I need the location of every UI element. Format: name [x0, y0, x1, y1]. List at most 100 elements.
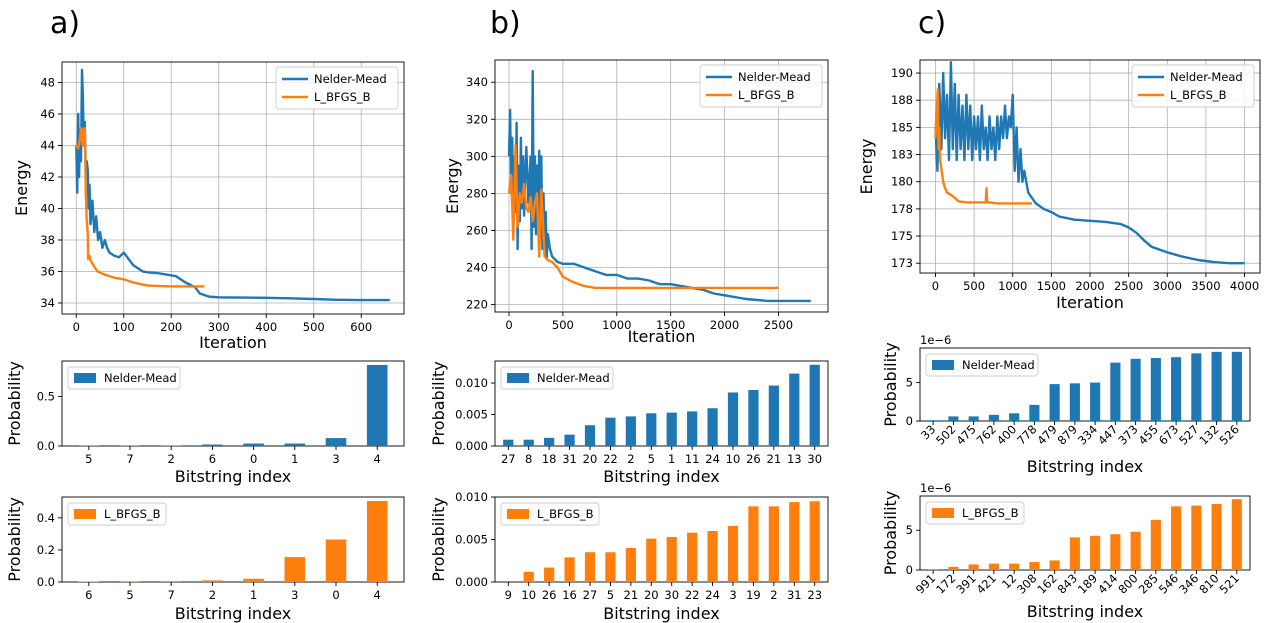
- x-tick-label: 21: [767, 452, 782, 466]
- x-tick-label: 4: [374, 588, 381, 602]
- bar: [243, 578, 264, 582]
- legend-swatch: [932, 360, 954, 370]
- x-tick-label: 2500: [764, 318, 793, 332]
- chart-c-energy: 0 500 1000 1500 2000 2500 3000 3500 4000 173 175 17…: [857, 59, 1261, 312]
- x-tick-label: 1000: [998, 279, 1027, 293]
- x-axis-label: Iteration: [199, 333, 267, 352]
- scale-label: 1e−6: [920, 481, 951, 495]
- x-tick-label: 308: [1014, 571, 1039, 596]
- y-axis-label: Probability: [881, 491, 900, 576]
- chart-b-energy: 0 500 1000 1500 2000 2500 220 240 260 280 300 320 34…: [443, 59, 829, 346]
- y-axis-label: Probability: [5, 497, 24, 582]
- bar: [1171, 506, 1182, 570]
- panel-label-c: c): [918, 6, 946, 41]
- y-tick-label: 0.5: [37, 390, 55, 404]
- axes-frame: [61, 360, 405, 447]
- y-tick-label: 34: [40, 296, 55, 310]
- bar: [687, 411, 698, 446]
- legend-label: L_BFGS_B: [1170, 88, 1227, 102]
- bar: [1069, 537, 1080, 570]
- y-tick-label: 44: [40, 138, 55, 152]
- bar: [1130, 531, 1141, 570]
- x-tick-label: 500: [963, 279, 985, 293]
- bar: [202, 444, 223, 446]
- x-tick-label: 0: [505, 318, 512, 332]
- bar: [727, 392, 739, 446]
- bar: [768, 385, 779, 446]
- bar: [988, 563, 999, 570]
- bar: [160, 581, 182, 582]
- y-axis-label: Energy: [857, 138, 876, 194]
- bar: [1150, 519, 1161, 570]
- legend-box: [925, 501, 1025, 525]
- x-tick-label: 400: [255, 320, 277, 334]
- x-axis-label: Iteration: [628, 327, 696, 346]
- bar: [1029, 404, 1040, 421]
- x-tick-label: 1500: [656, 318, 685, 332]
- y-tick-label: 340: [466, 75, 488, 89]
- x-tick-label: 526: [1217, 422, 1242, 447]
- bar: [687, 532, 698, 582]
- y-tick-label: 0.2: [37, 543, 55, 557]
- x-axis-label: Bitstring index: [175, 604, 291, 623]
- legend-label: L_BFGS_B: [314, 90, 371, 104]
- x-tick-label: 2000: [710, 318, 739, 332]
- x-tick-label: 30: [807, 452, 822, 466]
- x-tick-label: 500: [303, 320, 325, 334]
- y-tick-label: 175: [891, 229, 913, 243]
- bar: [119, 581, 141, 582]
- bar: [1090, 382, 1101, 421]
- bar: [1231, 351, 1242, 421]
- y-tick-label: 0.4: [37, 511, 55, 525]
- legend-label: Nelder-Mead: [738, 70, 811, 84]
- y-axis-label: Energy: [443, 158, 462, 214]
- x-tick-label: 21: [624, 588, 639, 602]
- y-tick-label: 0.005: [455, 408, 488, 422]
- legend-label: Nelder-Mead: [314, 72, 387, 86]
- axes-frame: [494, 360, 829, 447]
- x-tick-label: 600: [350, 320, 372, 334]
- y-tick-label: 320: [466, 112, 488, 126]
- bar: [1069, 383, 1080, 421]
- y-tick-label: 0: [906, 563, 913, 577]
- bar: [564, 557, 575, 582]
- x-tick-label: 447: [1095, 422, 1120, 447]
- chart-b-lb-bar: 9 10 26 16 27 5 21 20 30 22 24 3 19 2 31 23 0.000 0.005 0.…: [429, 490, 829, 623]
- x-tick-label: 31: [562, 452, 577, 466]
- x-tick-label: 24: [705, 588, 720, 602]
- bar: [928, 569, 939, 570]
- y-tick-label: 5: [906, 523, 913, 537]
- panel-label-b: b): [490, 6, 521, 41]
- bar: [1090, 535, 1101, 570]
- legend-label: Nelder-Mead: [1170, 70, 1243, 84]
- legend-swatch: [507, 373, 529, 383]
- bar: [968, 416, 979, 421]
- bar: [948, 566, 959, 570]
- legend-swatch: [74, 509, 96, 519]
- bar: [988, 414, 999, 421]
- legend-label: Nelder-Mead: [104, 371, 177, 385]
- x-tick-label: 3: [729, 588, 736, 602]
- bar: [789, 502, 800, 582]
- axes-frame: [494, 59, 829, 313]
- legend-label: L_BFGS_B: [962, 506, 1019, 520]
- x-tick-label: 391: [953, 571, 978, 596]
- x-tick-label: 6: [209, 452, 216, 466]
- x-tick-label: 1: [668, 452, 675, 466]
- x-tick-label: 100: [113, 320, 135, 334]
- axes-frame: [61, 61, 405, 315]
- bar: [1049, 560, 1060, 570]
- bar: [1110, 534, 1121, 570]
- bar: [523, 439, 534, 446]
- bar: [284, 443, 306, 446]
- bar: [1231, 499, 1242, 570]
- bar: [1049, 384, 1060, 421]
- x-tick-label: 10: [521, 588, 536, 602]
- bar: [1191, 353, 1202, 421]
- x-tick-label: 13: [787, 452, 802, 466]
- bar: [325, 438, 347, 446]
- bar: [727, 525, 739, 582]
- bar: [968, 564, 979, 570]
- x-tick-label: 810: [1196, 571, 1221, 596]
